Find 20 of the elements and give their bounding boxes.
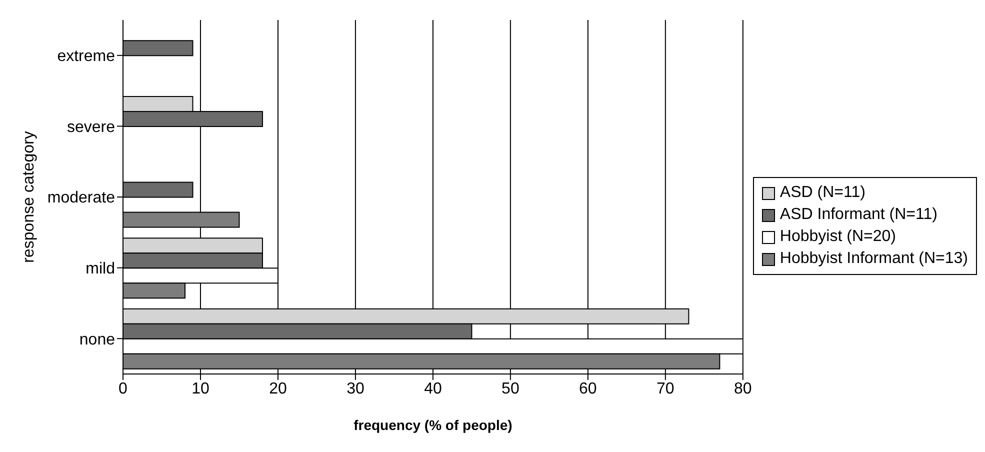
x-axis-title: frequency (% of people) bbox=[354, 417, 512, 433]
y-tick-label: extreme bbox=[57, 48, 116, 66]
x-tick-label: 10 bbox=[192, 380, 210, 398]
y-tick-label: mild bbox=[86, 260, 115, 278]
y-tick-label: severe bbox=[66, 118, 116, 136]
y-axis-title: response category bbox=[20, 131, 38, 263]
legend-label: ASD Informant (N=11) bbox=[780, 205, 938, 225]
x-tick-label: 30 bbox=[346, 380, 364, 398]
legend-label: Hobbyist (N=20) bbox=[780, 227, 896, 247]
legend-label: ASD (N=11) bbox=[780, 183, 866, 203]
y-tick-label: moderate bbox=[47, 190, 116, 207]
x-tick-label: 20 bbox=[269, 380, 287, 398]
y-tick-label: none bbox=[79, 331, 116, 348]
x-tick-label: 80 bbox=[734, 380, 752, 398]
x-tick-label: 70 bbox=[656, 380, 674, 398]
x-tick-label: 40 bbox=[424, 380, 442, 398]
x-tick-label: 60 bbox=[579, 380, 597, 398]
x-tick-label: 0 bbox=[118, 380, 128, 398]
legend-label: Hobbyist Informant (N=13) bbox=[780, 249, 968, 269]
x-tick-label: 50 bbox=[502, 380, 520, 398]
